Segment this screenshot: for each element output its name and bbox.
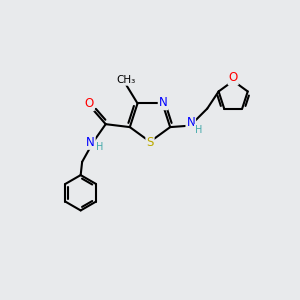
Text: O: O [229, 71, 238, 84]
Text: H: H [96, 142, 103, 152]
Text: N: N [159, 96, 167, 109]
Text: O: O [85, 97, 94, 110]
Text: CH₃: CH₃ [117, 75, 136, 85]
Text: N: N [86, 136, 95, 149]
Text: S: S [146, 136, 154, 149]
Text: N: N [186, 116, 195, 129]
Text: H: H [195, 125, 202, 135]
